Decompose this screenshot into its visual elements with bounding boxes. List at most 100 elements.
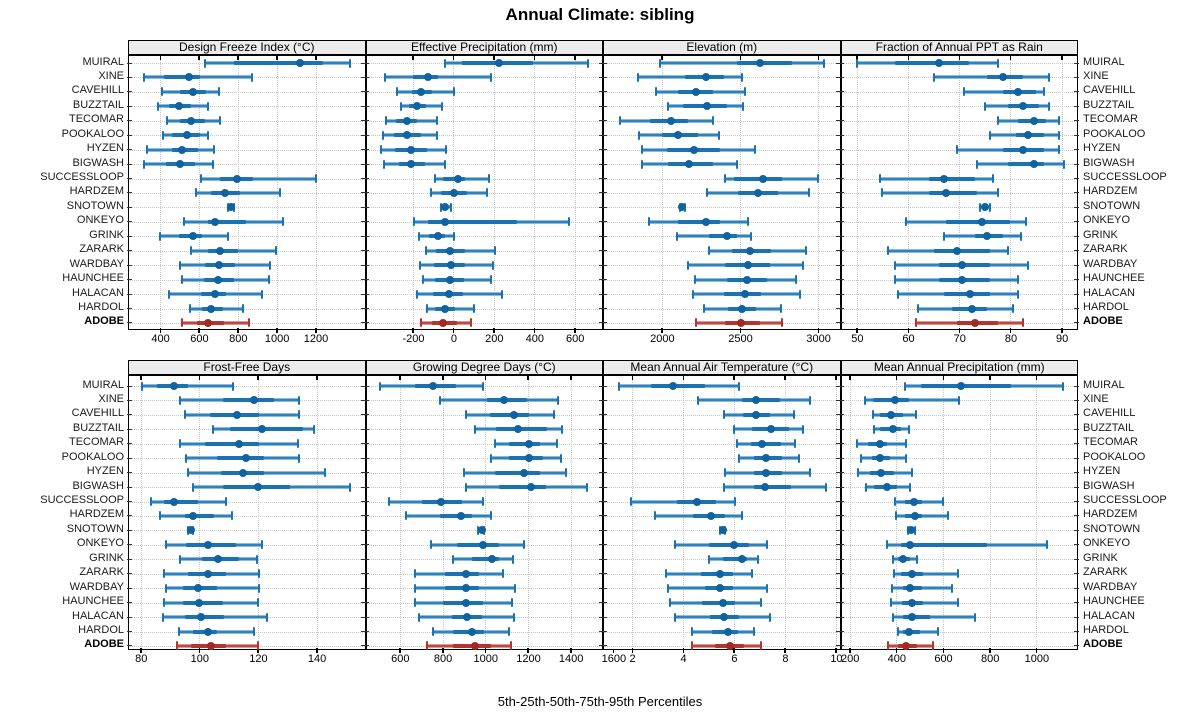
gridline-row (604, 221, 840, 223)
percentile-row-wardbay (604, 376, 840, 649)
site-label-right-halacan: HALACAN (1083, 286, 1135, 299)
row-edge-tick (598, 428, 604, 430)
row-edge-tick (836, 443, 841, 445)
row-edge-tick (361, 221, 366, 223)
site-label-left-xine: XINE (98, 392, 124, 405)
site-label-right-snotown: SNOTOWN (1083, 522, 1141, 535)
site-label-left-halacan: HALACAN (72, 286, 124, 299)
axis-tick-bottom (484, 648, 487, 653)
gridline-x (989, 376, 991, 649)
gridline-x (784, 376, 786, 649)
site-label-left-hardol: HARDOL (78, 624, 124, 637)
row-edge-tick (364, 192, 369, 194)
row-edge-tick (361, 134, 366, 136)
row-edge-tick (361, 385, 366, 387)
row-edge-tick (598, 414, 604, 416)
gridline-row (604, 77, 840, 79)
gridline-row (366, 164, 602, 166)
gridline-row (841, 602, 1077, 604)
site-label-right-hyzen: HYZEN (1083, 142, 1121, 155)
percentile-row-hardol (842, 376, 1078, 649)
gridline-row (129, 472, 365, 474)
row-edge-tick (601, 587, 607, 589)
percentile-row-xine (604, 376, 840, 649)
row-edge-tick (598, 149, 604, 151)
row-edge-tick (598, 264, 604, 266)
row-edge-tick (836, 264, 841, 266)
axis-tick-top (631, 376, 634, 380)
row-edge-tick (361, 501, 366, 503)
gridline-row (129, 617, 365, 619)
row-edge-tick (839, 192, 844, 194)
axis-tick-bottom (257, 648, 259, 653)
site-label-right-pookaloo: POOKALOO (1083, 127, 1146, 140)
site-label-right-grink: GRINK (1083, 228, 1118, 241)
gridline-row (129, 602, 365, 604)
axis-tick-label: 400 (887, 653, 907, 665)
axis-tick-top (942, 376, 944, 380)
gridline-row (604, 429, 840, 431)
axis-tick-bottom (527, 648, 529, 653)
gridline-row (129, 645, 365, 647)
site-label-left-tecomar: TECOMAR (69, 113, 124, 126)
row-edge-tick (601, 529, 607, 531)
gridline-row (366, 106, 602, 108)
row-edge-tick (601, 501, 607, 503)
row-edge-tick (364, 264, 369, 266)
gridline-x (733, 376, 735, 649)
axis-tick-label: 600 (934, 653, 953, 665)
percentile-row-zarark (129, 376, 365, 649)
axis-tick-top (452, 56, 455, 60)
row-edge-tick (598, 105, 604, 107)
gridline-row (841, 573, 1077, 575)
axis-tick-top (682, 376, 685, 380)
row-edge-tick (1073, 515, 1079, 517)
site-label-right-xine: XINE (1083, 392, 1109, 405)
row-edge-tick (839, 221, 844, 223)
site-label-left-grink: GRINK (89, 551, 124, 564)
gridline-row (841, 617, 1077, 619)
percentile-row-pookaloo (604, 376, 840, 649)
panel-canvas-mean-annual-precipitation-mm (839, 376, 1079, 653)
row-edge-tick (126, 221, 132, 223)
row-edge-tick (126, 178, 132, 180)
panel-canvas-elevation-m (601, 56, 841, 333)
row-edge-tick (839, 457, 844, 459)
axis-tick-bottom (631, 648, 634, 653)
row-edge-tick (1073, 206, 1079, 208)
gridline-row (841, 207, 1077, 209)
row-edge-tick (361, 399, 366, 401)
row-edge-tick (839, 472, 844, 474)
gridline-row (604, 91, 840, 93)
axis-tick-bottom (958, 328, 961, 333)
gridline-row (604, 207, 840, 209)
gridline-row (129, 207, 365, 209)
row-edge-tick (126, 192, 132, 194)
row-edge-tick (598, 192, 604, 194)
row-edge-tick (361, 76, 366, 78)
row-edge-tick (836, 587, 841, 589)
site-label-right-hardol: HARDOL (1083, 301, 1129, 314)
row-edge-tick (126, 587, 132, 589)
axis-tick-bottom (452, 328, 455, 333)
axis-tick-top (237, 56, 239, 60)
row-edge-tick (361, 515, 366, 517)
row-edge-tick (598, 472, 604, 474)
axis-tick-top (316, 376, 318, 380)
site-label-left-hyzen: HYZEN (86, 465, 124, 478)
gridline-row (366, 279, 602, 281)
row-edge-tick (836, 62, 841, 64)
row-edge-tick (601, 573, 607, 575)
percentile-row-grink (604, 376, 840, 649)
site-label-right-buzztail: BUZZTAIL (1083, 98, 1135, 111)
x-axis-caption: 5th-25th-50th-75th-95th Percentiles (497, 694, 703, 709)
row-edge-tick (836, 192, 841, 194)
gridline-row (129, 192, 365, 194)
row-edge-tick (361, 264, 366, 266)
site-label-right-successloop: SUCCESSLOOP (1083, 494, 1167, 507)
gridline-row (366, 250, 602, 252)
row-edge-tick (361, 602, 366, 604)
row-edge-tick (836, 293, 841, 295)
row-edge-tick (361, 62, 366, 64)
